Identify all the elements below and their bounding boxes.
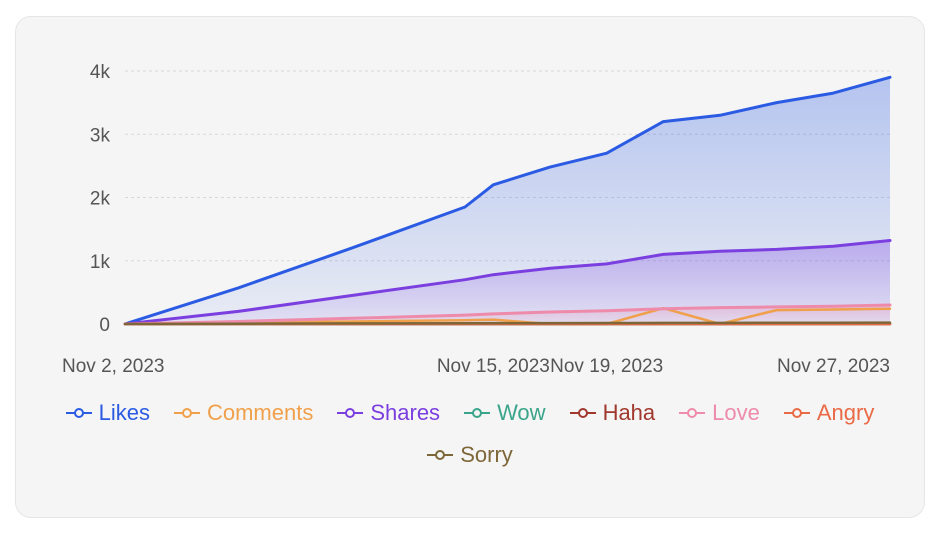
legend-marker-icon: [173, 406, 200, 420]
line-shares: [123, 239, 892, 326]
legend-marker-icon: [464, 406, 491, 420]
x-tick-label: Nov 27, 2023: [777, 356, 890, 377]
legend-item-likes[interactable]: Likes: [65, 400, 150, 426]
legend-label: Haha: [602, 400, 656, 425]
y-tick-label: 3k: [90, 125, 111, 146]
legend-label: Angry: [816, 400, 875, 425]
legend-item-shares[interactable]: Shares: [337, 400, 440, 426]
legend-item-angry[interactable]: Angry: [783, 400, 875, 426]
line-sorry: [123, 321, 892, 326]
legend-label: Wow: [497, 400, 546, 425]
x-tick-label: Nov 2, 2023: [62, 356, 164, 377]
legend-label: Sorry: [460, 442, 513, 467]
legend-marker-icon: [569, 406, 596, 420]
legend-item-love[interactable]: Love: [679, 400, 760, 426]
line-love: [123, 303, 892, 326]
legend-label: Love: [712, 400, 760, 425]
legend-marker-icon: [783, 406, 810, 420]
y-tick-label: 4k: [90, 62, 111, 83]
legend-label: Comments: [206, 400, 314, 425]
legend-item-haha[interactable]: Haha: [569, 400, 656, 426]
legend-marker-icon: [65, 406, 92, 420]
legend-label: Shares: [370, 400, 441, 425]
legend-label: Likes: [98, 400, 150, 425]
chart-legend: Likes Comments Shares Wow Haha Love Angry Sorry: [15, 400, 925, 468]
legend-marker-icon: [337, 406, 364, 420]
x-tick-label: Nov 19, 2023: [550, 356, 663, 377]
legend-item-wow[interactable]: Wow: [464, 400, 546, 426]
y-tick-label: 2k: [90, 189, 111, 210]
x-tick-label: Nov 15, 2023: [437, 356, 550, 377]
chart-plot: 0 1k 2k 3k 4k Nov 2, 2023 Nov 15, 2023 Nov 19, …: [62, 62, 892, 377]
legend-marker-icon: [679, 406, 706, 420]
y-tick-label: 1k: [90, 252, 111, 273]
line-likes: [123, 75, 892, 326]
legend-item-sorry[interactable]: Sorry: [427, 442, 513, 468]
y-tick-label: 0: [99, 315, 110, 336]
legend-item-comments[interactable]: Comments: [173, 400, 314, 426]
area-shares: [125, 240, 890, 324]
legend-marker-icon: [427, 448, 454, 462]
